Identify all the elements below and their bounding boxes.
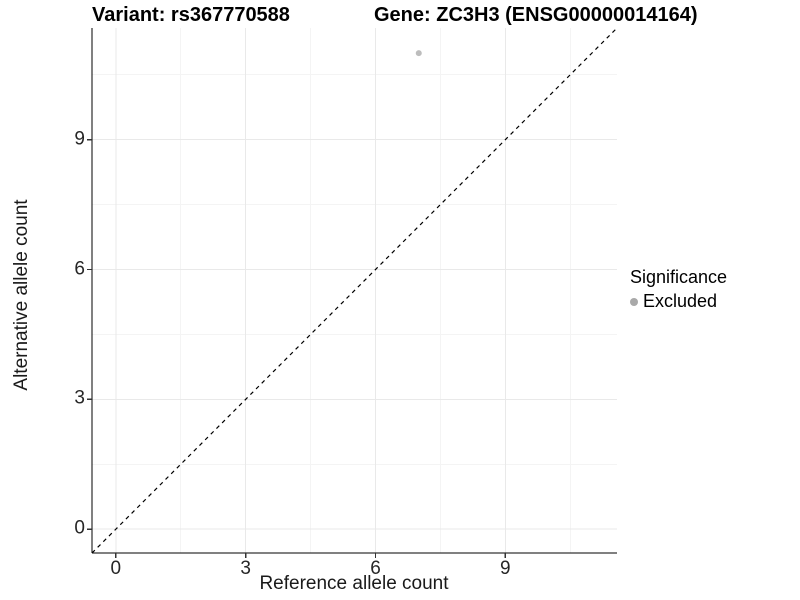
x-tick-label: 6: [370, 558, 381, 579]
y-axis-title: Alternative allele count: [11, 199, 32, 391]
x-axis-title: Reference allele count: [259, 573, 449, 594]
legend-point-icon: [630, 297, 638, 306]
x-tick-label: 3: [240, 558, 251, 579]
plot-title-gene: Gene: ZC3H3 (ENSG00000014164): [374, 4, 698, 26]
legend: Significance Excluded: [630, 267, 727, 312]
legend-item-label: Excluded: [643, 291, 718, 311]
data-point: [415, 50, 422, 57]
legend-item: Excluded: [630, 291, 727, 312]
x-tick-label: 9: [500, 558, 511, 579]
y-tick-label: 0: [74, 517, 85, 539]
y-tick-label: 3: [74, 387, 85, 409]
plot-title-variant: Variant: rs367770588: [92, 4, 290, 26]
legend-items: Excluded: [630, 291, 727, 312]
identity-dashed-line: [91, 27, 618, 554]
x-tick-label: 0: [110, 558, 122, 579]
y-tick-label: 9: [74, 128, 85, 150]
y-tick-label: 6: [74, 258, 85, 280]
legend-title: Significance: [630, 267, 728, 287]
